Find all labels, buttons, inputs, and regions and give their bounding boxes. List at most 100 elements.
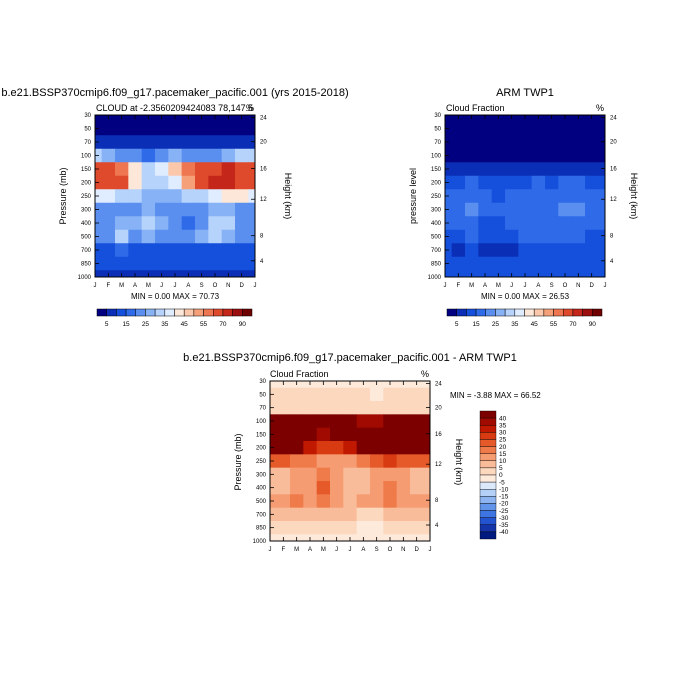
heatmap-cell: [330, 387, 344, 402]
heatmap-cell: [221, 202, 236, 217]
colorbar-label: 55: [550, 321, 558, 328]
heatmap-cell: [410, 507, 424, 522]
colorbar-label: 25: [492, 321, 500, 328]
heatmap-cell: [115, 162, 129, 177]
heatmap-cell: [598, 121, 606, 136]
colorbar-label: -35: [499, 522, 509, 529]
heatmap-cell: [155, 175, 169, 190]
colorbar-swatch: [456, 308, 467, 317]
heatmap-cell: [465, 162, 479, 177]
heatmap-cell: [451, 229, 466, 244]
heatmap-cell: [343, 494, 358, 509]
x-tick-label: A: [308, 547, 312, 553]
heatmap-cell: [155, 121, 169, 136]
heatmap-cell: [491, 202, 506, 217]
x-tick-label: A: [186, 283, 190, 289]
y-tick-label: 700: [431, 248, 442, 254]
heatmap-cell: [505, 189, 519, 204]
heatmap-cell: [451, 175, 466, 190]
heatmap-cell: [141, 229, 156, 244]
colorbar-swatch: [479, 446, 497, 454]
x-tick-label: J: [94, 283, 97, 289]
colorbar-label: 0: [499, 472, 503, 479]
heatmap-cell: [396, 467, 411, 482]
heatmap-cell: [208, 175, 223, 190]
heatmap-cell: [396, 414, 411, 429]
panel-model-cloud: b.e21.BSSP370cmip6.f09_g17.pacemaker_pac…: [1, 87, 348, 328]
x-tick-label: M: [119, 283, 124, 289]
colorbar-label: 35: [161, 321, 169, 328]
heatmap-cell: [598, 216, 606, 231]
panel3-y2label: Height (km): [454, 439, 464, 486]
heatmap-cell: [396, 441, 411, 455]
heatmap-cell: [558, 229, 573, 244]
colorbar-swatch: [479, 503, 497, 511]
x-tick-label: N: [226, 283, 230, 289]
heatmap-cell: [235, 189, 249, 204]
colorbar-swatch: [479, 417, 497, 426]
heatmap-cell: [585, 175, 599, 190]
colorbar-swatch: [495, 308, 506, 317]
heatmap-cell: [316, 441, 331, 455]
colorbar-swatch: [582, 308, 593, 317]
colorbar-label: 45: [181, 321, 189, 328]
heatmap-cell: [410, 441, 424, 455]
heatmap-cell: [558, 121, 573, 136]
heatmap-cell: [423, 481, 431, 495]
y2-tick-label: 16: [435, 432, 442, 438]
heatmap-cell: [248, 202, 256, 217]
x-tick-label: J: [524, 283, 527, 289]
heatmap-cell: [451, 256, 466, 271]
heatmap-cell: [195, 135, 209, 150]
heatmap-cell: [235, 162, 249, 177]
colorbar-swatch: [232, 308, 243, 317]
x-tick-label: J: [335, 547, 338, 553]
heatmap-cell: [235, 256, 249, 271]
heatmap-cell: [531, 202, 546, 217]
heatmap-cell: [95, 270, 103, 278]
heatmap-cell: [248, 256, 256, 271]
heatmap-cell: [518, 202, 533, 217]
heatmap-cell: [370, 427, 384, 442]
y2-tick-label: 24: [260, 115, 267, 121]
y2-tick-label: 16: [610, 166, 617, 172]
heatmap-cell: [248, 175, 256, 190]
heatmap-cell: [505, 148, 519, 163]
heatmap-cell: [585, 256, 599, 271]
y2-tick-label: 20: [260, 140, 267, 146]
colorbar-swatch: [164, 308, 175, 317]
heatmap-cell: [128, 216, 143, 231]
colorbar-swatch: [563, 308, 574, 317]
panel3-title: b.e21.BSSP370cmip6.f09_g17.pacemaker_pac…: [183, 352, 517, 364]
heatmap-cell: [248, 121, 256, 136]
colorbar-swatch: [479, 467, 497, 476]
y2-tick-label: 24: [435, 381, 442, 387]
colorbar-label: 20: [499, 444, 507, 451]
y-tick-label: 30: [434, 113, 441, 119]
y2-tick-label: 20: [435, 405, 442, 411]
panel1-ylabel: Pressure (mb): [58, 167, 68, 224]
heatmap-cell: [370, 387, 384, 402]
panel2-title: ARM TWP1: [496, 87, 554, 99]
heatmap-cell: [128, 202, 143, 217]
heatmap-cell: [571, 256, 586, 271]
heatmap-cell: [115, 243, 129, 258]
colorbar-swatch: [479, 432, 497, 440]
heatmap-cell: [101, 162, 116, 177]
heatmap-cell: [221, 175, 236, 190]
heatmap-cell: [598, 202, 606, 217]
heatmap-cell: [370, 494, 384, 509]
heatmap-cell: [585, 202, 599, 217]
heatmap-cell: [343, 441, 358, 455]
heatmap-cell: [141, 243, 156, 258]
y-tick-label: 100: [431, 154, 442, 160]
heatmap-cell: [303, 494, 318, 509]
heatmap-cell: [445, 115, 453, 123]
heatmap-cell: [115, 256, 129, 271]
heatmap-cell: [356, 467, 371, 482]
heatmap-cell: [558, 148, 573, 163]
x-tick-label: A: [361, 547, 365, 553]
x-tick-label: J: [160, 283, 163, 289]
heatmap-cell: [221, 189, 236, 204]
